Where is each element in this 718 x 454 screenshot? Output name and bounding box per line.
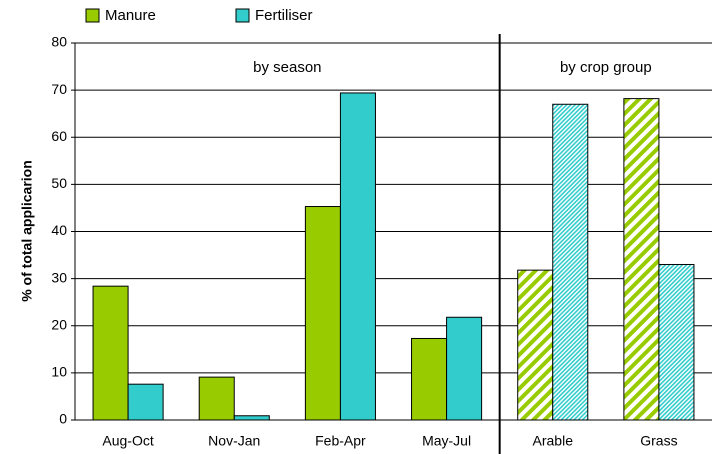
bar bbox=[446, 316, 483, 421]
x-tick-label: Nov-Jan bbox=[208, 433, 260, 449]
y-tick-label: 20 bbox=[51, 316, 67, 332]
bar bbox=[411, 337, 448, 421]
bar bbox=[198, 376, 235, 421]
legend-label: Fertiliser bbox=[255, 7, 313, 24]
bar bbox=[623, 98, 660, 421]
y-tick-label: 70 bbox=[51, 81, 67, 97]
legend-label: Manure bbox=[105, 7, 156, 24]
y-axis-label: % of total applicarion bbox=[19, 160, 35, 302]
bar bbox=[92, 285, 129, 421]
x-tick-label: Aug-Oct bbox=[102, 433, 153, 449]
y-tick-label: 10 bbox=[51, 364, 67, 380]
group-label: by season bbox=[253, 59, 321, 76]
bar bbox=[552, 103, 589, 421]
group-label: by crop group bbox=[560, 59, 652, 76]
x-tick-label: Feb-Apr bbox=[315, 433, 366, 449]
legend-swatch bbox=[235, 8, 250, 23]
bar bbox=[304, 206, 341, 421]
y-tick-label: 80 bbox=[51, 34, 67, 50]
legend-swatch bbox=[85, 8, 100, 23]
x-tick-label: Grass bbox=[640, 433, 677, 449]
x-tick-label: May-Jul bbox=[422, 433, 471, 449]
y-tick-label: 30 bbox=[51, 269, 67, 285]
x-tick-label: Arable bbox=[533, 433, 574, 449]
y-tick-label: 50 bbox=[51, 175, 67, 191]
y-tick-label: 40 bbox=[51, 222, 67, 238]
bar bbox=[658, 263, 695, 421]
bar bbox=[339, 92, 376, 421]
bar bbox=[517, 269, 554, 421]
y-tick-label: 0 bbox=[59, 411, 67, 427]
bar bbox=[127, 383, 164, 421]
bar bbox=[233, 415, 270, 421]
y-tick-label: 60 bbox=[51, 128, 67, 144]
